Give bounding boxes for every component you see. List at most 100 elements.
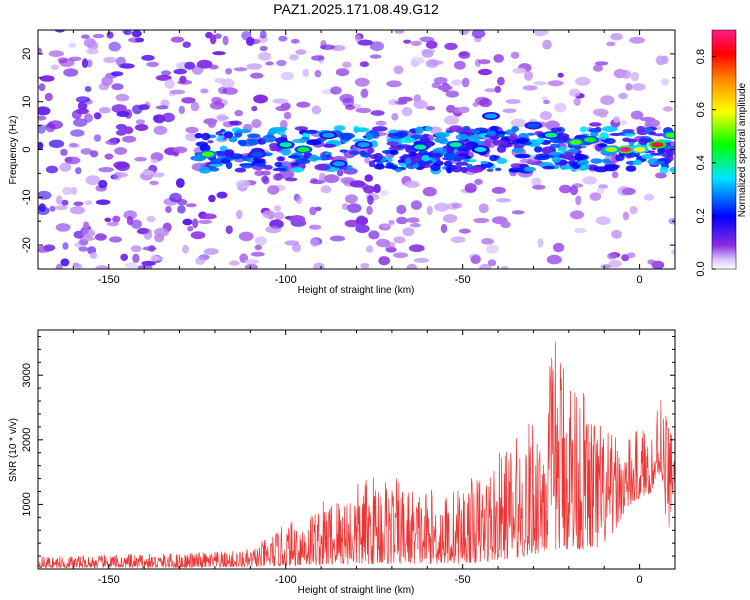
spectrogram-band-cell [443, 160, 453, 167]
spectrogram-band-cell [455, 133, 469, 141]
spectrogram-band-cell [558, 154, 566, 158]
spectrogram-speckle [61, 199, 69, 206]
spectrogram-blob-14 [357, 142, 370, 148]
spectrogram-band-cell [240, 164, 253, 169]
spectrogram-speckle [310, 178, 318, 183]
spectrogram-blob-7 [201, 151, 214, 157]
spectrogram-speckle [434, 202, 450, 212]
spectrogram-speckle [600, 95, 615, 106]
spectrogram-speckle [95, 265, 109, 269]
spectrogram-speckle [175, 178, 185, 188]
spectrogram-speckle [173, 68, 187, 75]
spectrogram-speckle [376, 238, 391, 248]
spectrogram-speckle [130, 245, 142, 253]
spectrogram-speckle [471, 30, 486, 39]
spectrogram-speckle [103, 56, 117, 64]
spectrogram-band-cell [247, 138, 259, 146]
spectrogram-blob-4 [569, 139, 582, 145]
spectrogram-speckle [451, 79, 463, 86]
spectrogram-band-cell [225, 161, 233, 170]
spectrogram-speckle [589, 192, 602, 201]
y-tick-label: 10 [21, 96, 33, 108]
colorbar-tick-label: 0.0 [695, 261, 707, 276]
spectrogram-speckle [595, 216, 611, 226]
spectrogram-speckle [108, 41, 121, 52]
spectrogram-speckle [478, 68, 492, 76]
spectrogram-band-cell [598, 143, 607, 148]
spectrogram-speckle [570, 210, 584, 220]
spectrogram-band-cell [550, 127, 562, 133]
spectrogram-band-cell [418, 161, 426, 168]
spectrogram-speckle [244, 263, 258, 269]
spectrogram-speckle [262, 210, 276, 219]
spectrogram-speckle [216, 191, 228, 199]
snr-series-line [38, 341, 675, 569]
spectrogram-speckle [375, 120, 387, 126]
spectrogram-band-cell [619, 155, 626, 159]
spectrogram-band-cell [223, 131, 234, 139]
spectrogram-speckle [320, 44, 335, 50]
spectrogram-speckle [406, 263, 418, 269]
spectrogram-speckle [453, 60, 466, 70]
spectrogram-speckle [422, 186, 437, 197]
spectrogram-band-cell [669, 166, 675, 173]
spectrogram-speckle [212, 51, 226, 56]
spectrogram-band-cell [292, 138, 308, 144]
spectrogram-band-cell [533, 155, 550, 161]
spectrogram-speckle [141, 54, 155, 61]
spectrogram-speckle [123, 210, 137, 220]
spectrogram-speckle [116, 111, 130, 117]
spectrogram-speckle [533, 81, 547, 86]
spectrogram-speckle [62, 187, 73, 195]
spectrogram-band-cell [632, 159, 643, 166]
spectrogram-blob-15 [322, 132, 335, 138]
spectrogram-speckle [295, 49, 307, 55]
spectrogram-speckle [154, 227, 169, 237]
spectrogram-speckle [69, 206, 85, 215]
spectrogram-speckle [613, 116, 620, 123]
spectrogram-speckle [55, 223, 71, 232]
x-tick-label: -50 [455, 274, 471, 286]
spectrogram-speckle [111, 71, 124, 77]
spectrogram-speckle [402, 227, 415, 237]
spectrogram-speckle [621, 187, 636, 195]
spectrogram-speckle [182, 41, 191, 48]
spectrogram-speckle [93, 134, 102, 142]
spectrogram-band-cell [400, 136, 416, 144]
spectrogram-band-cell [418, 149, 429, 156]
spectrogram-band-cell [626, 138, 638, 143]
spectrogram-speckle [64, 156, 81, 165]
spectrogram-speckle [610, 32, 623, 41]
spectrogram-speckle [459, 228, 471, 234]
spectrogram-speckle [486, 244, 499, 254]
spectrogram-band-cell [562, 154, 576, 160]
spectrogram-speckle [606, 41, 616, 47]
spectrogram-speckle [401, 107, 413, 117]
spectrogram-band-cell [533, 146, 543, 153]
spectrogram-speckle [57, 57, 68, 64]
spectrogram-speckle [274, 211, 285, 220]
spectrogram-band-cell [348, 150, 361, 155]
spectrogram-speckle [631, 83, 646, 91]
spectrogram-speckle [522, 85, 538, 91]
spectrogram-speckle [209, 34, 217, 45]
spectrogram-band-cell [263, 164, 273, 170]
spectrogram-speckle [360, 263, 370, 269]
spectrogram-speckle [169, 192, 182, 203]
spectrogram-speckle [177, 205, 186, 214]
spectrogram-speckle [278, 35, 288, 42]
spectrogram-speckle [151, 172, 165, 178]
spectrogram-speckle [83, 113, 93, 123]
spectrogram-speckle [575, 195, 582, 206]
spectrogram-speckle [311, 105, 322, 115]
spectrogram-speckle [451, 202, 463, 209]
spectrogram-speckle [569, 88, 581, 97]
spectrogram-band-cell [339, 149, 348, 153]
y-tick-label: -10 [21, 189, 33, 205]
spectrogram-blob-19 [527, 123, 540, 129]
spectrogram-band-cell [368, 160, 376, 168]
spectrogram-speckle [185, 203, 197, 208]
spectrogram-band-cell [462, 125, 471, 131]
spectrogram-speckle [444, 115, 459, 125]
